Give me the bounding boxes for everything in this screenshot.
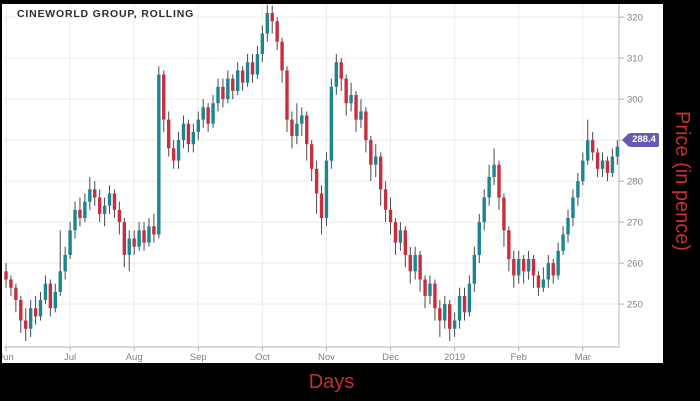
chart-surface: 250260270280290300310320JunJulAugSepOctN… (2, 4, 663, 363)
svg-text:280: 280 (627, 177, 643, 188)
last-price-badge: 288.4 (622, 133, 659, 147)
svg-text:260: 260 (627, 259, 643, 270)
svg-text:Jun: Jun (2, 352, 14, 363)
svg-text:Dec: Dec (382, 352, 399, 363)
y-axis-title-band: Price (in pence) (663, 0, 700, 363)
svg-text:Nov: Nov (318, 352, 335, 363)
svg-text:Feb: Feb (511, 352, 527, 363)
svg-text:Aug: Aug (126, 352, 143, 363)
svg-text:270: 270 (627, 218, 643, 229)
x-axis-title: Days (308, 370, 355, 393)
svg-text:Oct: Oct (255, 352, 270, 363)
svg-text:Mar: Mar (575, 352, 591, 363)
svg-text:Jul: Jul (64, 352, 76, 363)
chart-title: CINEWORLD GROUP, ROLLING (17, 8, 195, 20)
last-price-value: 288.4 (632, 134, 656, 145)
svg-text:250: 250 (627, 300, 643, 311)
x-axis-title-band: Days (0, 363, 663, 401)
y-axis-title: Price (in pence) (671, 111, 693, 252)
svg-text:310: 310 (627, 54, 643, 65)
svg-text:300: 300 (627, 95, 643, 106)
candlestick-chart[interactable]: 250260270280290300310320JunJulAugSepOctN… (2, 4, 663, 363)
svg-text:320: 320 (627, 13, 643, 24)
svg-text:Sep: Sep (190, 352, 207, 363)
svg-text:2019: 2019 (444, 352, 465, 363)
